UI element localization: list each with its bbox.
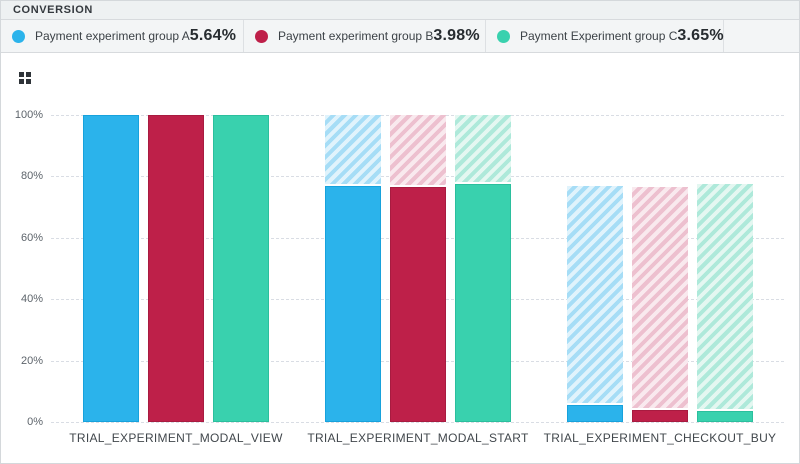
bar-converted-solid[interactable] [83,115,139,422]
bar-group-trial_experiment_checkout_buy [567,115,753,422]
bar-dropoff-hatch[interactable] [325,115,381,184]
bar-group-trial_experiment_modal_view [83,115,269,422]
bar-group-trial_experiment_modal_start [325,115,511,422]
bar-converted-solid[interactable] [390,187,446,422]
bar-group-b-step-2 [390,115,446,422]
bar-converted-solid[interactable] [455,184,511,422]
panel-title: CONVERSION [13,4,93,16]
y-gridline-0 [51,422,784,423]
legend-label: Payment experiment group B [278,29,434,43]
legend-dot-icon [12,29,25,43]
bar-converted-solid[interactable] [697,410,753,422]
bar-dropoff-hatch[interactable] [567,185,623,403]
bar-converted-solid[interactable] [148,115,204,422]
bar-converted-solid[interactable] [213,115,269,422]
bar-group-c-step-1 [213,115,269,422]
bar-group-c-step-3 [697,115,753,422]
panel-header: CONVERSION [1,1,799,20]
legend: Payment experiment group A 5.64% Payment e… [1,20,799,53]
bar-converted-solid[interactable] [567,404,623,422]
bar-group-a-step-3 [567,115,623,422]
y-tick-label: 40% [20,293,43,306]
y-tick-label: 20% [20,354,43,367]
legend-dot-icon [255,29,268,43]
bar-dropoff-hatch[interactable] [697,184,753,409]
grid-view-icon[interactable] [19,72,31,84]
bar-dropoff-hatch[interactable] [390,115,446,186]
legend-item-group-c[interactable]: Payment Experiment group C 3.65% [486,20,724,52]
bar-group-b-step-1 [148,115,204,422]
legend-item-group-b[interactable]: Payment experiment group B 3.98% [244,20,486,52]
bar-converted-solid[interactable] [325,185,381,422]
bar-dropoff-hatch[interactable] [632,187,688,408]
legend-dot-icon [497,29,510,43]
legend-label: Payment Experiment group C [520,29,678,43]
legend-conversion-value: 3.98% [433,27,480,44]
legend-conversion-value: 3.65% [677,27,724,44]
legend-conversion-value: 5.64% [189,27,237,44]
bar-group-a-step-2 [325,115,381,422]
x-axis-category-label: TRIAL_EXPERIMENT_MODAL_VIEW [69,431,283,445]
y-tick-label: 80% [20,170,43,183]
bar-group-a-step-1 [83,115,139,422]
legend-label: Payment experiment group A [35,29,190,43]
x-axis-category-label: TRIAL_EXPERIMENT_MODAL_START [307,431,529,445]
x-axis-category-label: TRIAL_EXPERIMENT_CHECKOUT_BUY [543,431,777,445]
bar-group-b-step-3 [632,115,688,422]
bar-group-c-step-2 [455,115,511,422]
legend-filler [724,20,799,52]
y-tick-label: 0% [27,416,43,428]
bar-converted-solid[interactable] [632,409,688,422]
y-tick-label: 60% [20,231,43,244]
legend-item-group-a[interactable]: Payment experiment group A 5.64% [1,20,244,52]
y-tick-label: 100% [14,109,43,121]
bar-dropoff-hatch[interactable] [455,115,511,183]
funnel-bar-chart: 0% 20% 40% 60% 80% 100% TRIAL_EXPERIMENT_MODAL… [1,53,799,463]
